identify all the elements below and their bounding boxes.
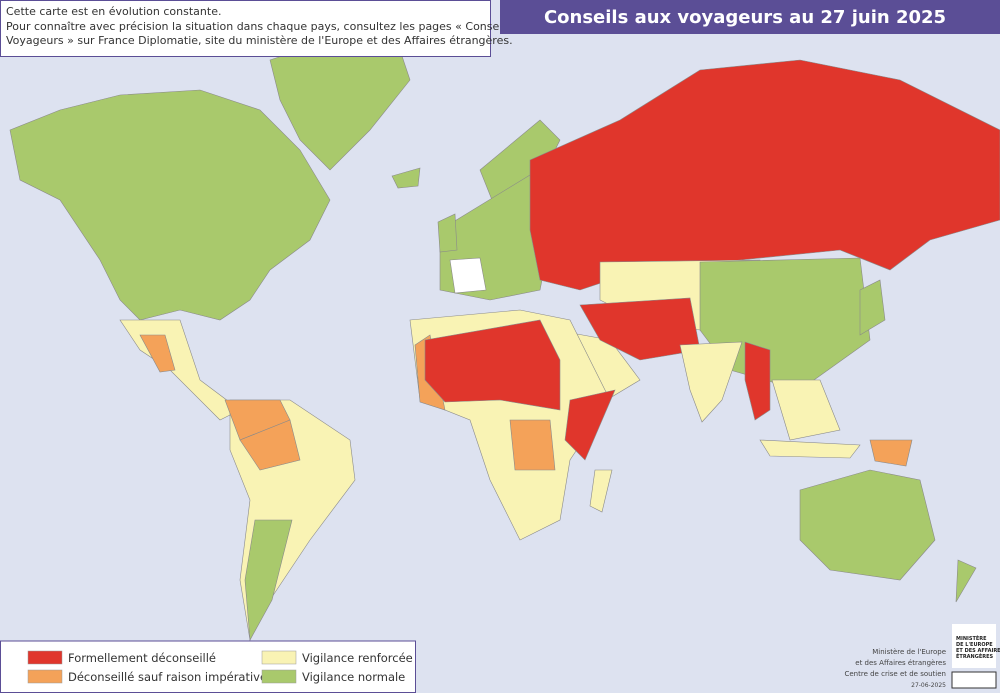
- legend-label: Vigilance renforcée: [302, 651, 413, 665]
- title: Conseils aux voyageurs au 27 juin 2025: [544, 7, 946, 28]
- license-badge: [951, 671, 997, 689]
- credit-line: et des Affaires étrangères: [855, 659, 946, 667]
- credit-line: Ministère de l'Europe: [872, 648, 946, 656]
- credits: Ministère de l'Europe et des Affaires étr…: [844, 648, 946, 689]
- japan: [859, 279, 886, 336]
- sahel: [424, 319, 561, 411]
- logo-line: ET DES AFFAIRES: [956, 648, 1000, 654]
- new-zealand: [955, 559, 977, 603]
- southeast-asia: [771, 379, 841, 441]
- logo: [952, 624, 996, 668]
- north-america: [9, 89, 331, 321]
- logo-line: MINISTÈRE: [956, 634, 987, 642]
- southern-cone: [244, 519, 293, 642]
- central-africa: [509, 419, 556, 471]
- india: [679, 341, 743, 423]
- note-line: Cette carte est en évolution constante.: [6, 5, 221, 18]
- legend-swatch: [27, 650, 63, 665]
- logo-line: DE L'EUROPE: [956, 642, 993, 648]
- legend-label: Vigilance normale: [302, 670, 405, 684]
- note-line: Pour connaître avec précision la situati…: [6, 20, 535, 33]
- legend-swatch: [261, 669, 297, 684]
- legend-swatch: [27, 669, 63, 684]
- australia: [799, 469, 936, 581]
- middle-east: [579, 297, 701, 361]
- credit-line: Centre de crise et de soutien: [844, 670, 946, 678]
- countries: [9, 39, 1000, 642]
- madagascar: [589, 469, 613, 513]
- note-line: Voyageurs » sur France Diplomatie, site …: [6, 34, 513, 47]
- legend: Formellement déconseillé Déconseillé sauf…: [27, 650, 413, 684]
- legend-label: Déconseillé sauf raison impérative: [68, 670, 267, 684]
- uk: [437, 213, 458, 253]
- title-bar: [500, 0, 1000, 34]
- indonesia: [759, 439, 861, 459]
- logo-line: ÉTRANGÈRES: [956, 652, 994, 660]
- legend-label: Formellement déconseillé: [68, 651, 216, 665]
- papua: [869, 439, 913, 467]
- legend-swatch: [261, 650, 297, 665]
- note-box: [0, 0, 491, 57]
- mexico-zone: [139, 334, 176, 373]
- amazon-border: [239, 419, 301, 471]
- myanmar: [744, 341, 771, 421]
- iceland: [391, 167, 421, 189]
- credit-line: 27-06-2025: [911, 682, 946, 689]
- france: [449, 257, 487, 294]
- legend-box: [0, 640, 416, 693]
- horn-of-africa: [564, 389, 616, 461]
- russia: [529, 59, 1000, 291]
